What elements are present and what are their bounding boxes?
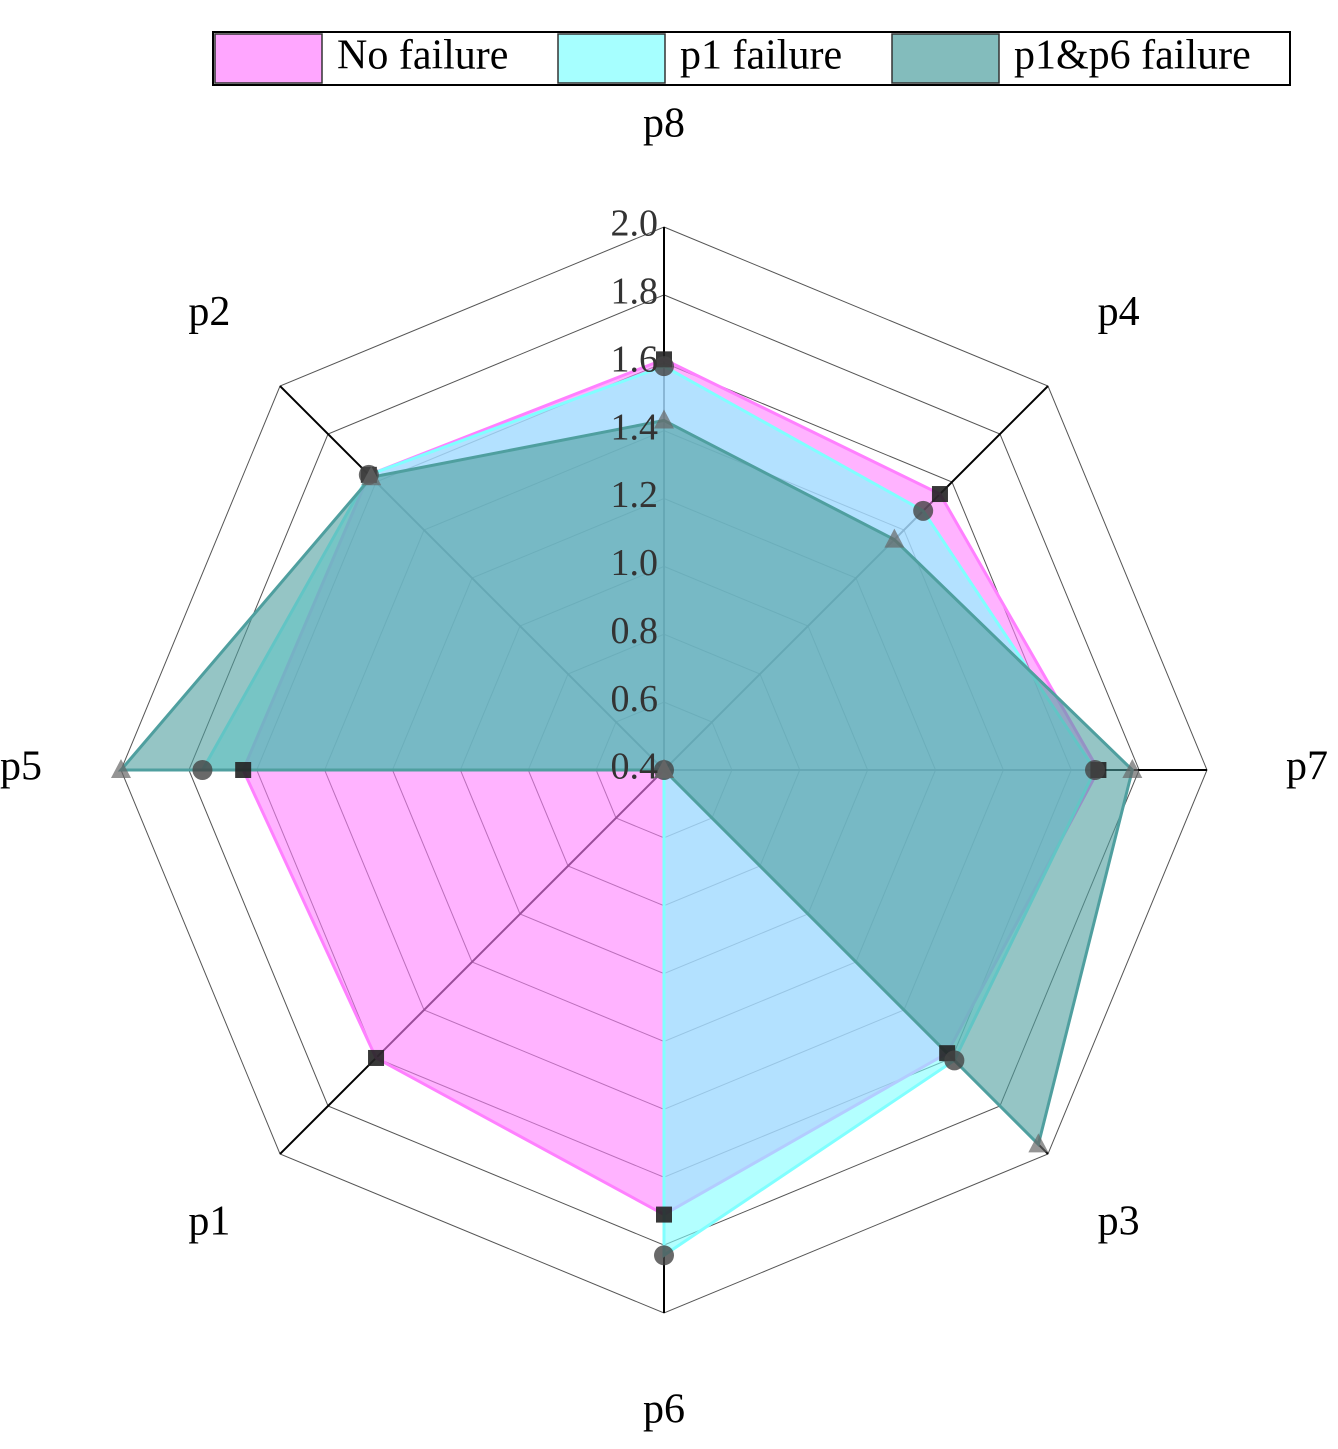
marker	[111, 759, 131, 778]
legend-label: No failure	[337, 33, 508, 79]
r-tick-label: 1.4	[611, 406, 659, 448]
r-tick-label: 2.0	[611, 203, 659, 245]
axis-label: p7	[1286, 744, 1328, 790]
legend-box	[212, 31, 1291, 86]
r-tick-label: 0.6	[611, 678, 659, 720]
marker	[654, 759, 674, 778]
r-tick-label: 1.2	[611, 474, 659, 516]
axis-label: p1	[188, 1198, 230, 1244]
marker	[884, 528, 905, 548]
marker	[654, 409, 674, 429]
axis-label: p2	[188, 289, 230, 335]
r-tick-label: 0.8	[611, 610, 659, 652]
axis-label: p6	[643, 1387, 685, 1433]
marker	[654, 1245, 674, 1266]
legend-swatch	[891, 33, 1000, 84]
axis-label: p5	[0, 744, 42, 790]
r-tick-label: 1.6	[611, 338, 659, 380]
marker	[1028, 1133, 1049, 1153]
marker	[654, 356, 674, 377]
marker	[944, 1050, 965, 1071]
legend-swatch	[214, 33, 323, 84]
axis-label: p8	[643, 101, 685, 147]
axis-label: p4	[1098, 289, 1140, 335]
marker	[1085, 760, 1106, 780]
marker	[235, 762, 252, 778]
marker	[656, 1206, 672, 1223]
series-area	[117, 418, 1135, 1148]
marker	[368, 1049, 385, 1066]
legend-label: p1 failure	[680, 33, 842, 79]
marker	[192, 760, 213, 780]
r-tick-label: 0.4	[611, 746, 659, 788]
legend-label: p1&p6 failure	[1014, 33, 1251, 79]
legend-swatch	[557, 33, 666, 84]
r-tick-label: 1.8	[611, 271, 659, 313]
r-tick-label: 1.0	[611, 542, 659, 584]
axis-label: p3	[1098, 1198, 1140, 1244]
marker	[361, 466, 382, 486]
marker	[913, 500, 934, 521]
marker	[931, 486, 948, 503]
marker	[1122, 759, 1143, 778]
